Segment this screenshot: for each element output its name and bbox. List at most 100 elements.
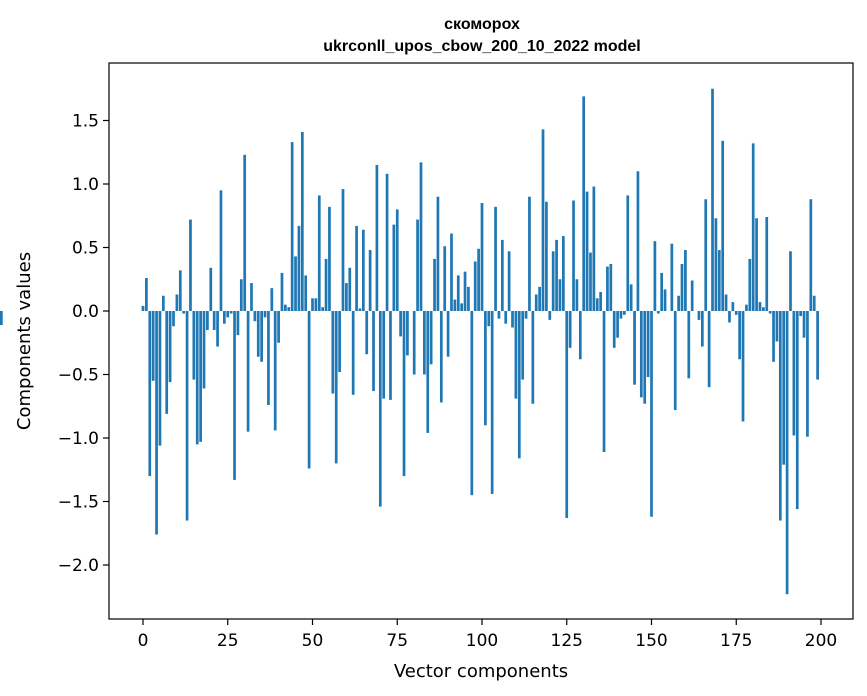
bar [345,283,348,311]
bar [324,258,328,311]
bar [416,219,419,311]
bar [680,264,684,311]
bar [565,311,569,519]
bar [612,311,616,348]
bar [636,171,640,311]
bar [253,311,257,322]
bar [690,280,694,311]
bar [243,154,247,311]
bar [294,256,297,311]
bar [731,302,735,311]
bar [677,295,680,311]
bar [351,311,355,395]
bar [656,311,660,314]
bar [223,311,226,324]
bar [256,311,260,357]
x-axis-ticks: 0 25 50 75 100 125 150 175 200 [138,619,837,651]
bar [660,272,664,311]
bar [762,307,765,311]
bar [172,311,175,327]
bar [582,96,586,312]
bar [623,311,626,315]
bar [528,196,531,311]
bar [372,311,375,392]
bar [212,311,216,331]
bar [439,311,443,403]
bar [684,250,687,311]
bar [368,250,372,311]
bar [558,279,562,311]
bar [436,196,440,311]
bar [426,311,430,433]
bar [280,272,284,311]
bar [185,311,189,521]
bar [219,190,223,311]
bar [802,311,806,338]
bar [778,311,782,521]
bar [687,311,691,379]
bar [338,311,341,372]
bar [745,304,748,311]
bar [273,311,277,431]
bar [504,311,508,324]
bar [738,311,741,360]
bar [297,225,301,311]
bar [551,251,555,311]
bar [226,311,230,318]
x-tick-label: 0 [138,631,149,651]
bar [317,195,321,311]
bar [334,311,338,464]
bar [433,258,436,311]
bar [734,311,738,315]
bar [646,311,650,378]
bar [155,311,158,535]
bar [643,311,647,404]
bar [399,311,402,337]
x-axis-label: Vector components [394,661,568,682]
bar [755,218,758,311]
bar [148,311,152,477]
bar [629,284,633,311]
bar [673,311,677,411]
y-tick-label: −0.5 [58,366,99,386]
bar [511,311,514,328]
bar [199,311,202,442]
bar [389,311,392,400]
bar-series [0,88,819,595]
bar [572,200,575,311]
bar [260,311,263,362]
bar [246,311,250,432]
bar [609,264,613,311]
bar [602,311,606,452]
bar [0,311,3,325]
y-tick-label: 1.5 [72,112,99,132]
bar [487,311,491,327]
bar [290,142,294,311]
bar [792,311,796,436]
bar [721,140,725,311]
bar [585,191,589,311]
bar [514,311,518,399]
bar [589,252,592,311]
bar [700,311,704,347]
bar [365,311,369,355]
x-tick-label: 50 [302,631,324,651]
bar [484,311,487,426]
bar [165,311,169,414]
bar [568,311,572,348]
bar [578,311,582,360]
bar [477,248,480,311]
bar [423,311,426,375]
bar [809,199,813,311]
bar [606,266,609,311]
bar [202,311,206,389]
bar [446,311,450,357]
bar [263,311,267,318]
bar [507,251,511,311]
bar [239,279,243,311]
bar [741,311,745,422]
bar [206,311,209,331]
bar [592,186,596,311]
y-axis-ticks: −2.0 −1.5 −1.0 −0.5 0.0 0.5 1.0 1.5 [58,112,109,576]
bar [697,311,701,320]
